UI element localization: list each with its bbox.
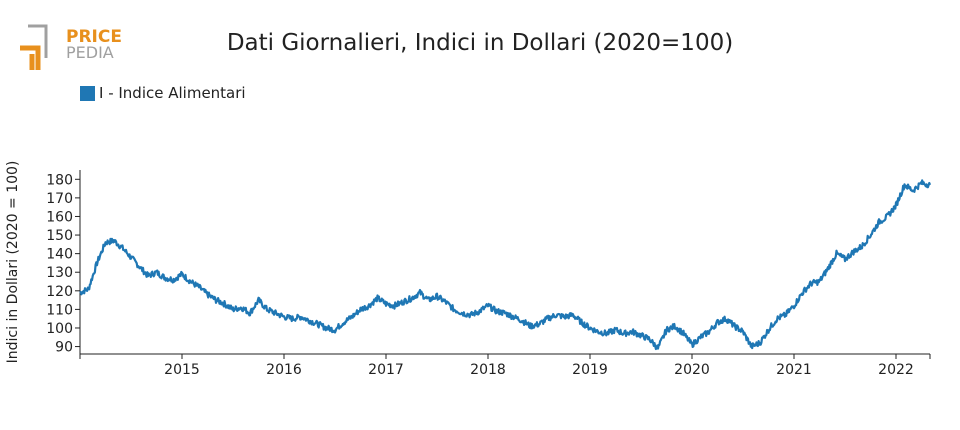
x-tick-label: 2018 xyxy=(470,362,506,378)
y-tick-label: 120 xyxy=(46,284,73,300)
y-tick-label: 100 xyxy=(46,321,73,337)
series-line xyxy=(79,179,932,351)
logo-orange-bracket xyxy=(20,45,41,70)
x-tick-label: 2017 xyxy=(368,362,404,378)
y-axis-label: Indici in Dollari (2020 = 100) xyxy=(5,161,21,364)
y-tick-label: 160 xyxy=(46,209,73,225)
y-tick-label: 150 xyxy=(46,228,73,244)
y-tick-label: 110 xyxy=(46,302,73,318)
logo-pedia-text: PEDIA xyxy=(66,43,114,62)
logo-price-text: PRICE xyxy=(66,27,122,47)
chart-title: Dati Giornalieri, Indici in Dollari (202… xyxy=(226,30,734,56)
logo-mark-icon xyxy=(20,24,48,70)
y-tick-label: 170 xyxy=(46,191,73,207)
x-tick-label: 2020 xyxy=(674,362,710,378)
y-tick-label: 180 xyxy=(46,172,73,188)
legend: I - Indice Alimentari xyxy=(80,84,246,102)
legend-label: I - Indice Alimentari xyxy=(99,84,246,102)
axes: 90 100 110 120 130 140 150 160 170 180 2015 2016 201… xyxy=(46,170,931,378)
y-tick-label: 140 xyxy=(46,247,73,263)
legend-swatch xyxy=(80,85,95,101)
y-tick-label: 130 xyxy=(46,265,73,281)
x-tick-label: 2016 xyxy=(266,362,302,378)
x-tick-label: 2021 xyxy=(776,362,812,378)
x-tick-label: 2019 xyxy=(572,362,608,378)
y-tick-label: 90 xyxy=(55,340,73,356)
x-tick-label: 2022 xyxy=(878,362,914,378)
pricepedia-logo: PRICE PEDIA xyxy=(20,24,122,70)
logo-gray-bracket xyxy=(28,24,48,58)
x-tick-label: 2015 xyxy=(164,362,200,378)
